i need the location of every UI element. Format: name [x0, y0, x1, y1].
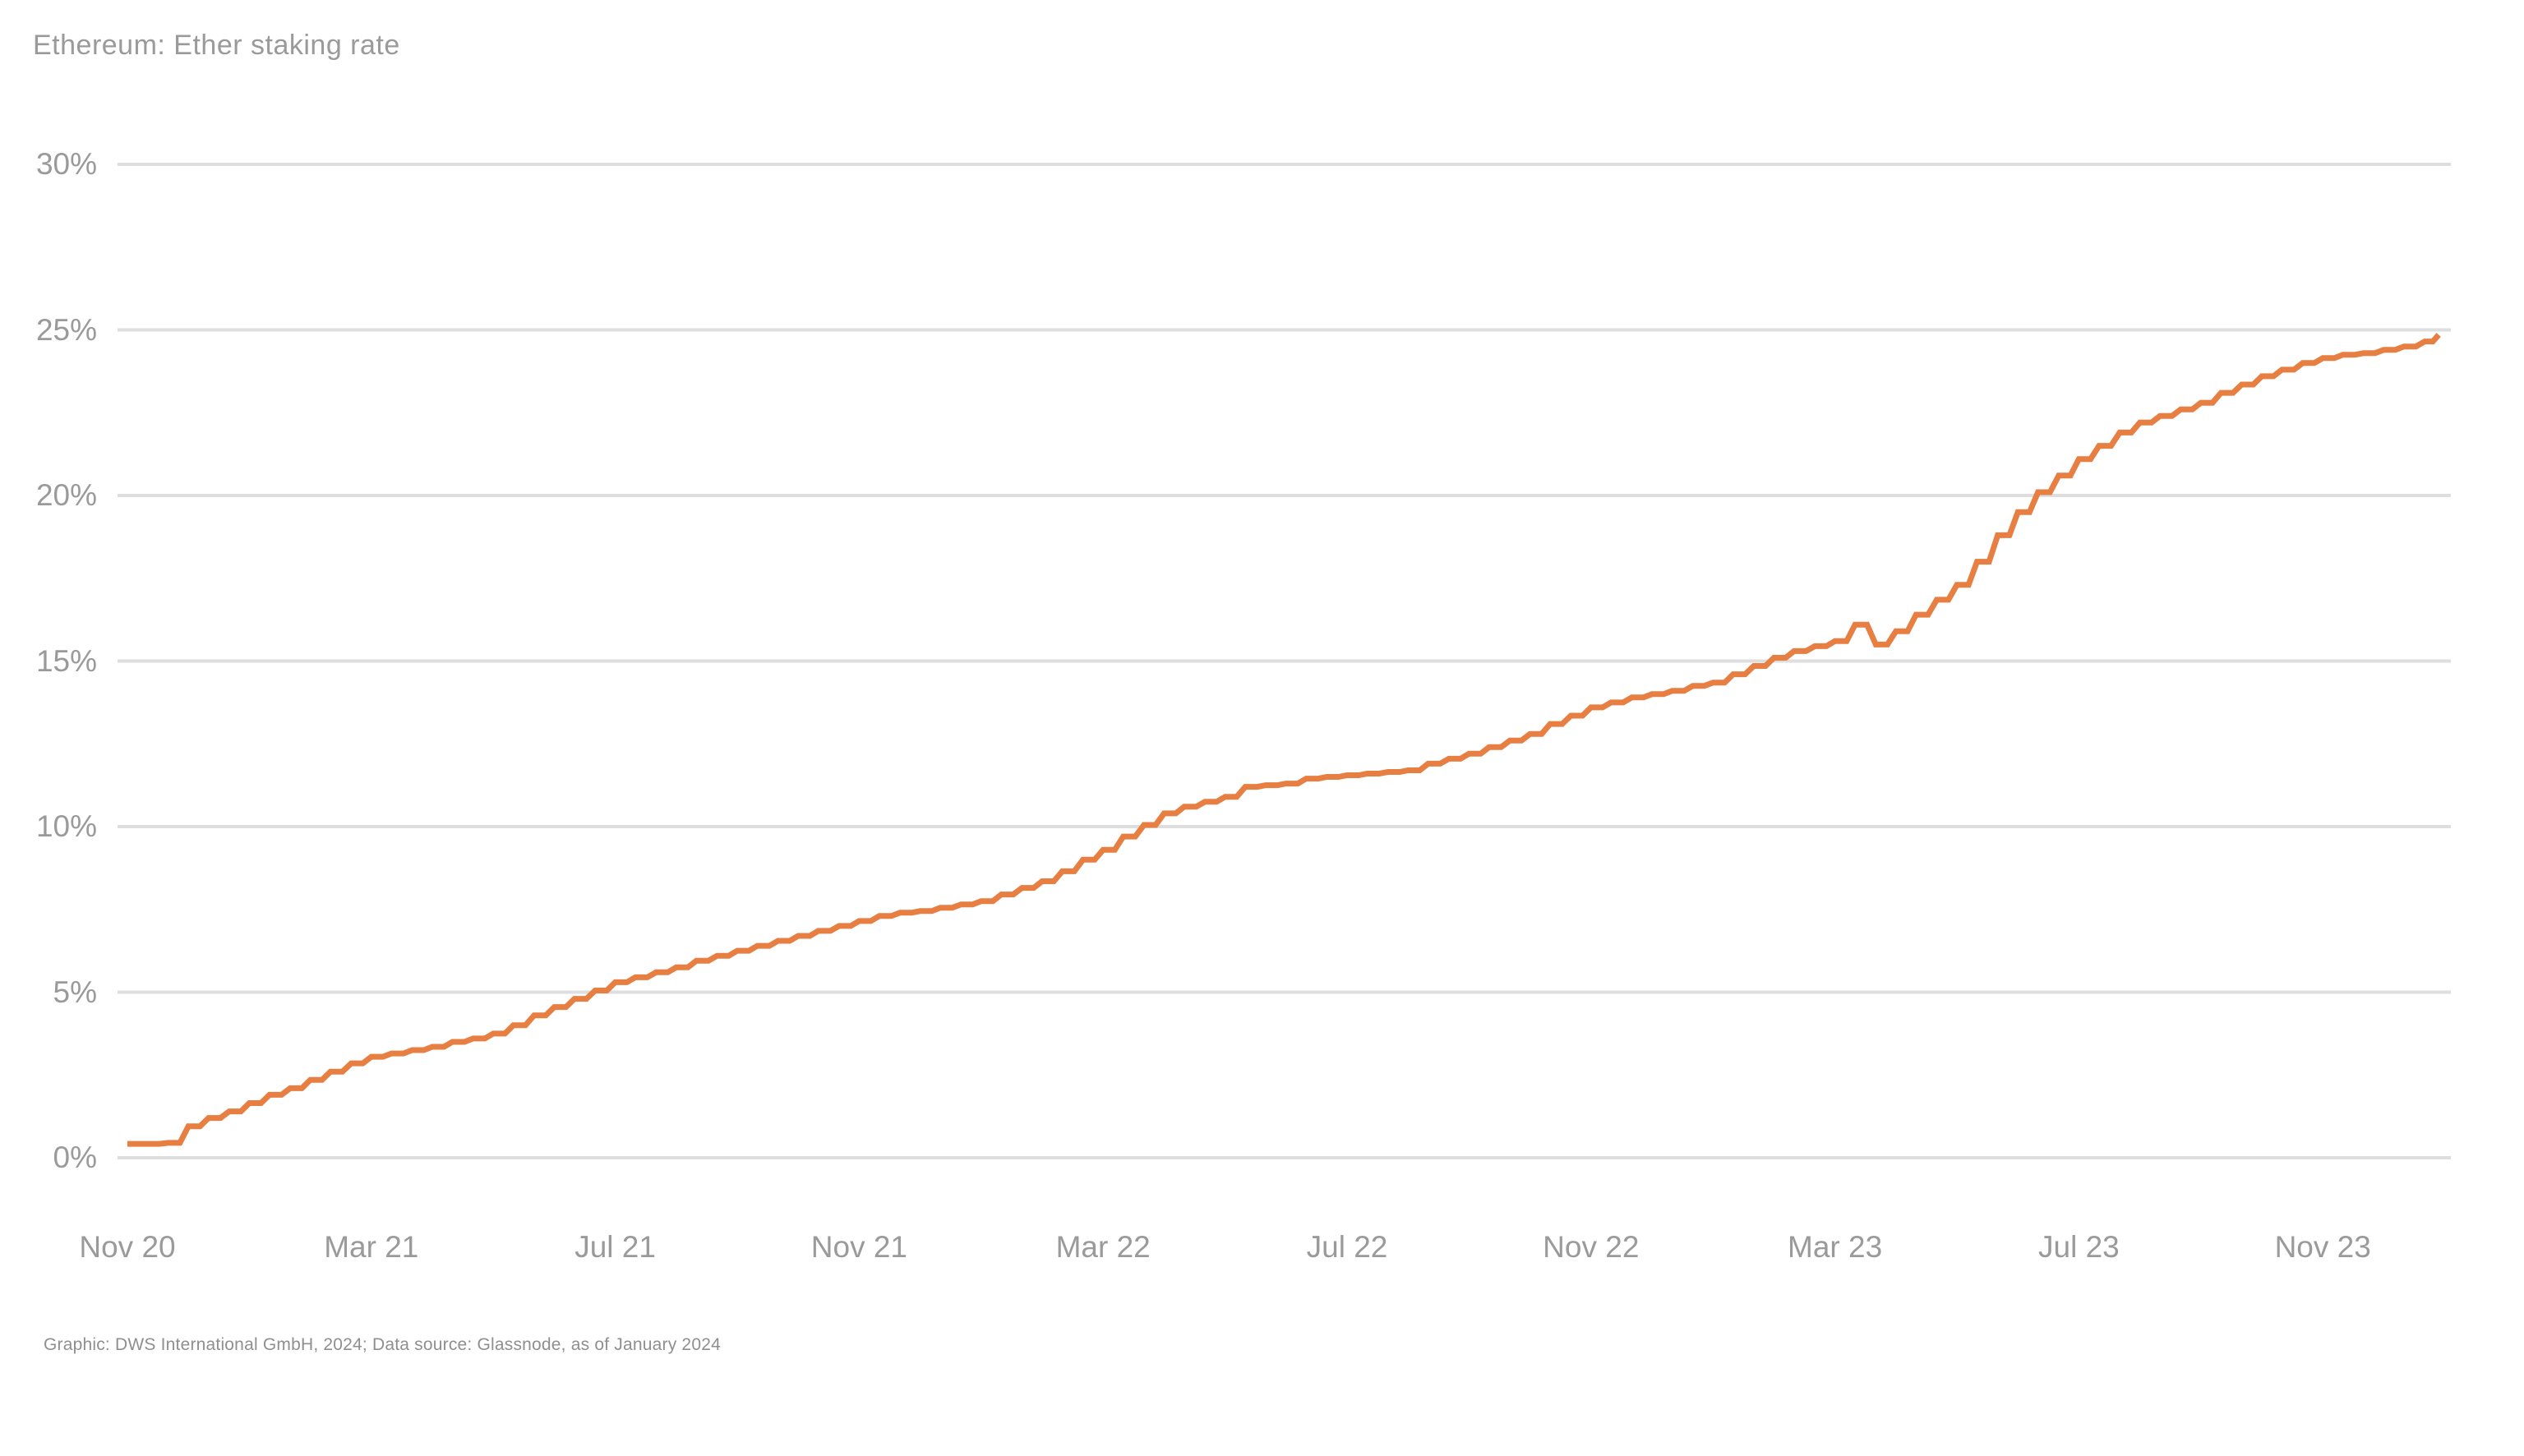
staking-rate-line — [127, 333, 2441, 1147]
x-axis-tick-label: Jul 23 — [2038, 1230, 2120, 1264]
x-axis-tick-label: Jul 22 — [1306, 1230, 1388, 1264]
x-axis-tick-label: Nov 20 — [79, 1230, 176, 1264]
chart-title: Ethereum: Ether staking rate — [33, 30, 400, 61]
x-axis-tick-label: Nov 23 — [2274, 1230, 2371, 1264]
x-axis-tick-label: Mar 21 — [324, 1230, 419, 1264]
y-axis-tick-label: 15% — [35, 643, 97, 678]
x-axis-tick-label: Jul 21 — [574, 1230, 656, 1264]
y-axis-tick-label: 0% — [53, 1140, 97, 1174]
x-axis-tick-label: Nov 21 — [810, 1230, 907, 1264]
x-axis-tick-label: Nov 22 — [1543, 1230, 1640, 1264]
x-axis-tick-label: Mar 23 — [1788, 1230, 1883, 1264]
y-axis-tick-label: 10% — [35, 809, 97, 843]
y-axis-tick-label: 25% — [35, 312, 97, 347]
y-axis-tick-label: 5% — [53, 975, 97, 1009]
x-axis-tick-label: Mar 22 — [1055, 1230, 1151, 1264]
source-caption: Graphic: DWS International GmbH, 2024; D… — [44, 1335, 721, 1354]
y-axis-tick-label: 30% — [35, 147, 97, 181]
y-axis-tick-label: 20% — [35, 478, 97, 512]
